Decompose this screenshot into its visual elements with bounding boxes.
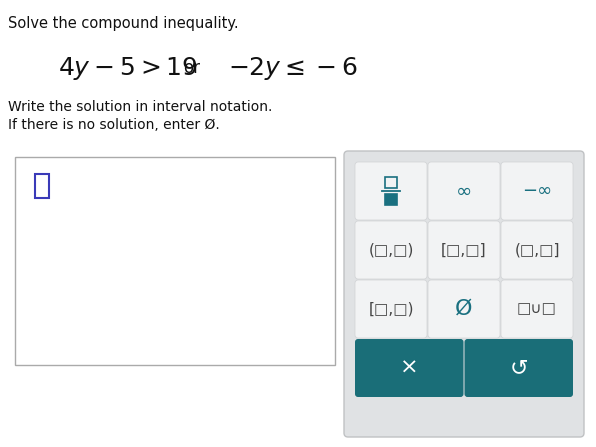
FancyBboxPatch shape (428, 221, 500, 279)
FancyBboxPatch shape (464, 339, 573, 397)
Text: ∞: ∞ (456, 181, 472, 201)
Text: [□,□): [□,□) (368, 301, 414, 316)
Text: −∞: −∞ (522, 182, 552, 200)
Bar (385, 194, 397, 205)
Text: ×: × (400, 358, 418, 378)
Text: [□,□]: [□,□] (441, 243, 487, 257)
FancyBboxPatch shape (355, 162, 427, 220)
FancyBboxPatch shape (501, 162, 573, 220)
Text: Solve the compound inequality.: Solve the compound inequality. (8, 16, 238, 31)
Text: $4y-5>19$: $4y-5>19$ (58, 55, 198, 81)
Text: (□,□): (□,□) (368, 243, 414, 257)
FancyBboxPatch shape (501, 280, 573, 338)
Text: $-2y\leq-6$: $-2y\leq-6$ (228, 55, 358, 81)
FancyBboxPatch shape (428, 162, 500, 220)
Text: ↺: ↺ (510, 358, 528, 378)
FancyBboxPatch shape (355, 221, 427, 279)
Text: Write the solution in interval notation.: Write the solution in interval notation. (8, 100, 272, 114)
Text: If there is no solution, enter Ø.: If there is no solution, enter Ø. (8, 118, 220, 132)
Bar (35, 174, 49, 198)
FancyBboxPatch shape (355, 280, 427, 338)
Text: or: or (184, 59, 200, 77)
FancyBboxPatch shape (501, 221, 573, 279)
Bar (385, 177, 397, 188)
Text: (□,□]: (□,□] (514, 243, 560, 257)
FancyBboxPatch shape (15, 157, 335, 365)
FancyBboxPatch shape (355, 339, 464, 397)
Text: Ø: Ø (455, 299, 473, 319)
FancyBboxPatch shape (344, 151, 584, 437)
Text: □∪□: □∪□ (517, 301, 557, 316)
FancyBboxPatch shape (428, 280, 500, 338)
